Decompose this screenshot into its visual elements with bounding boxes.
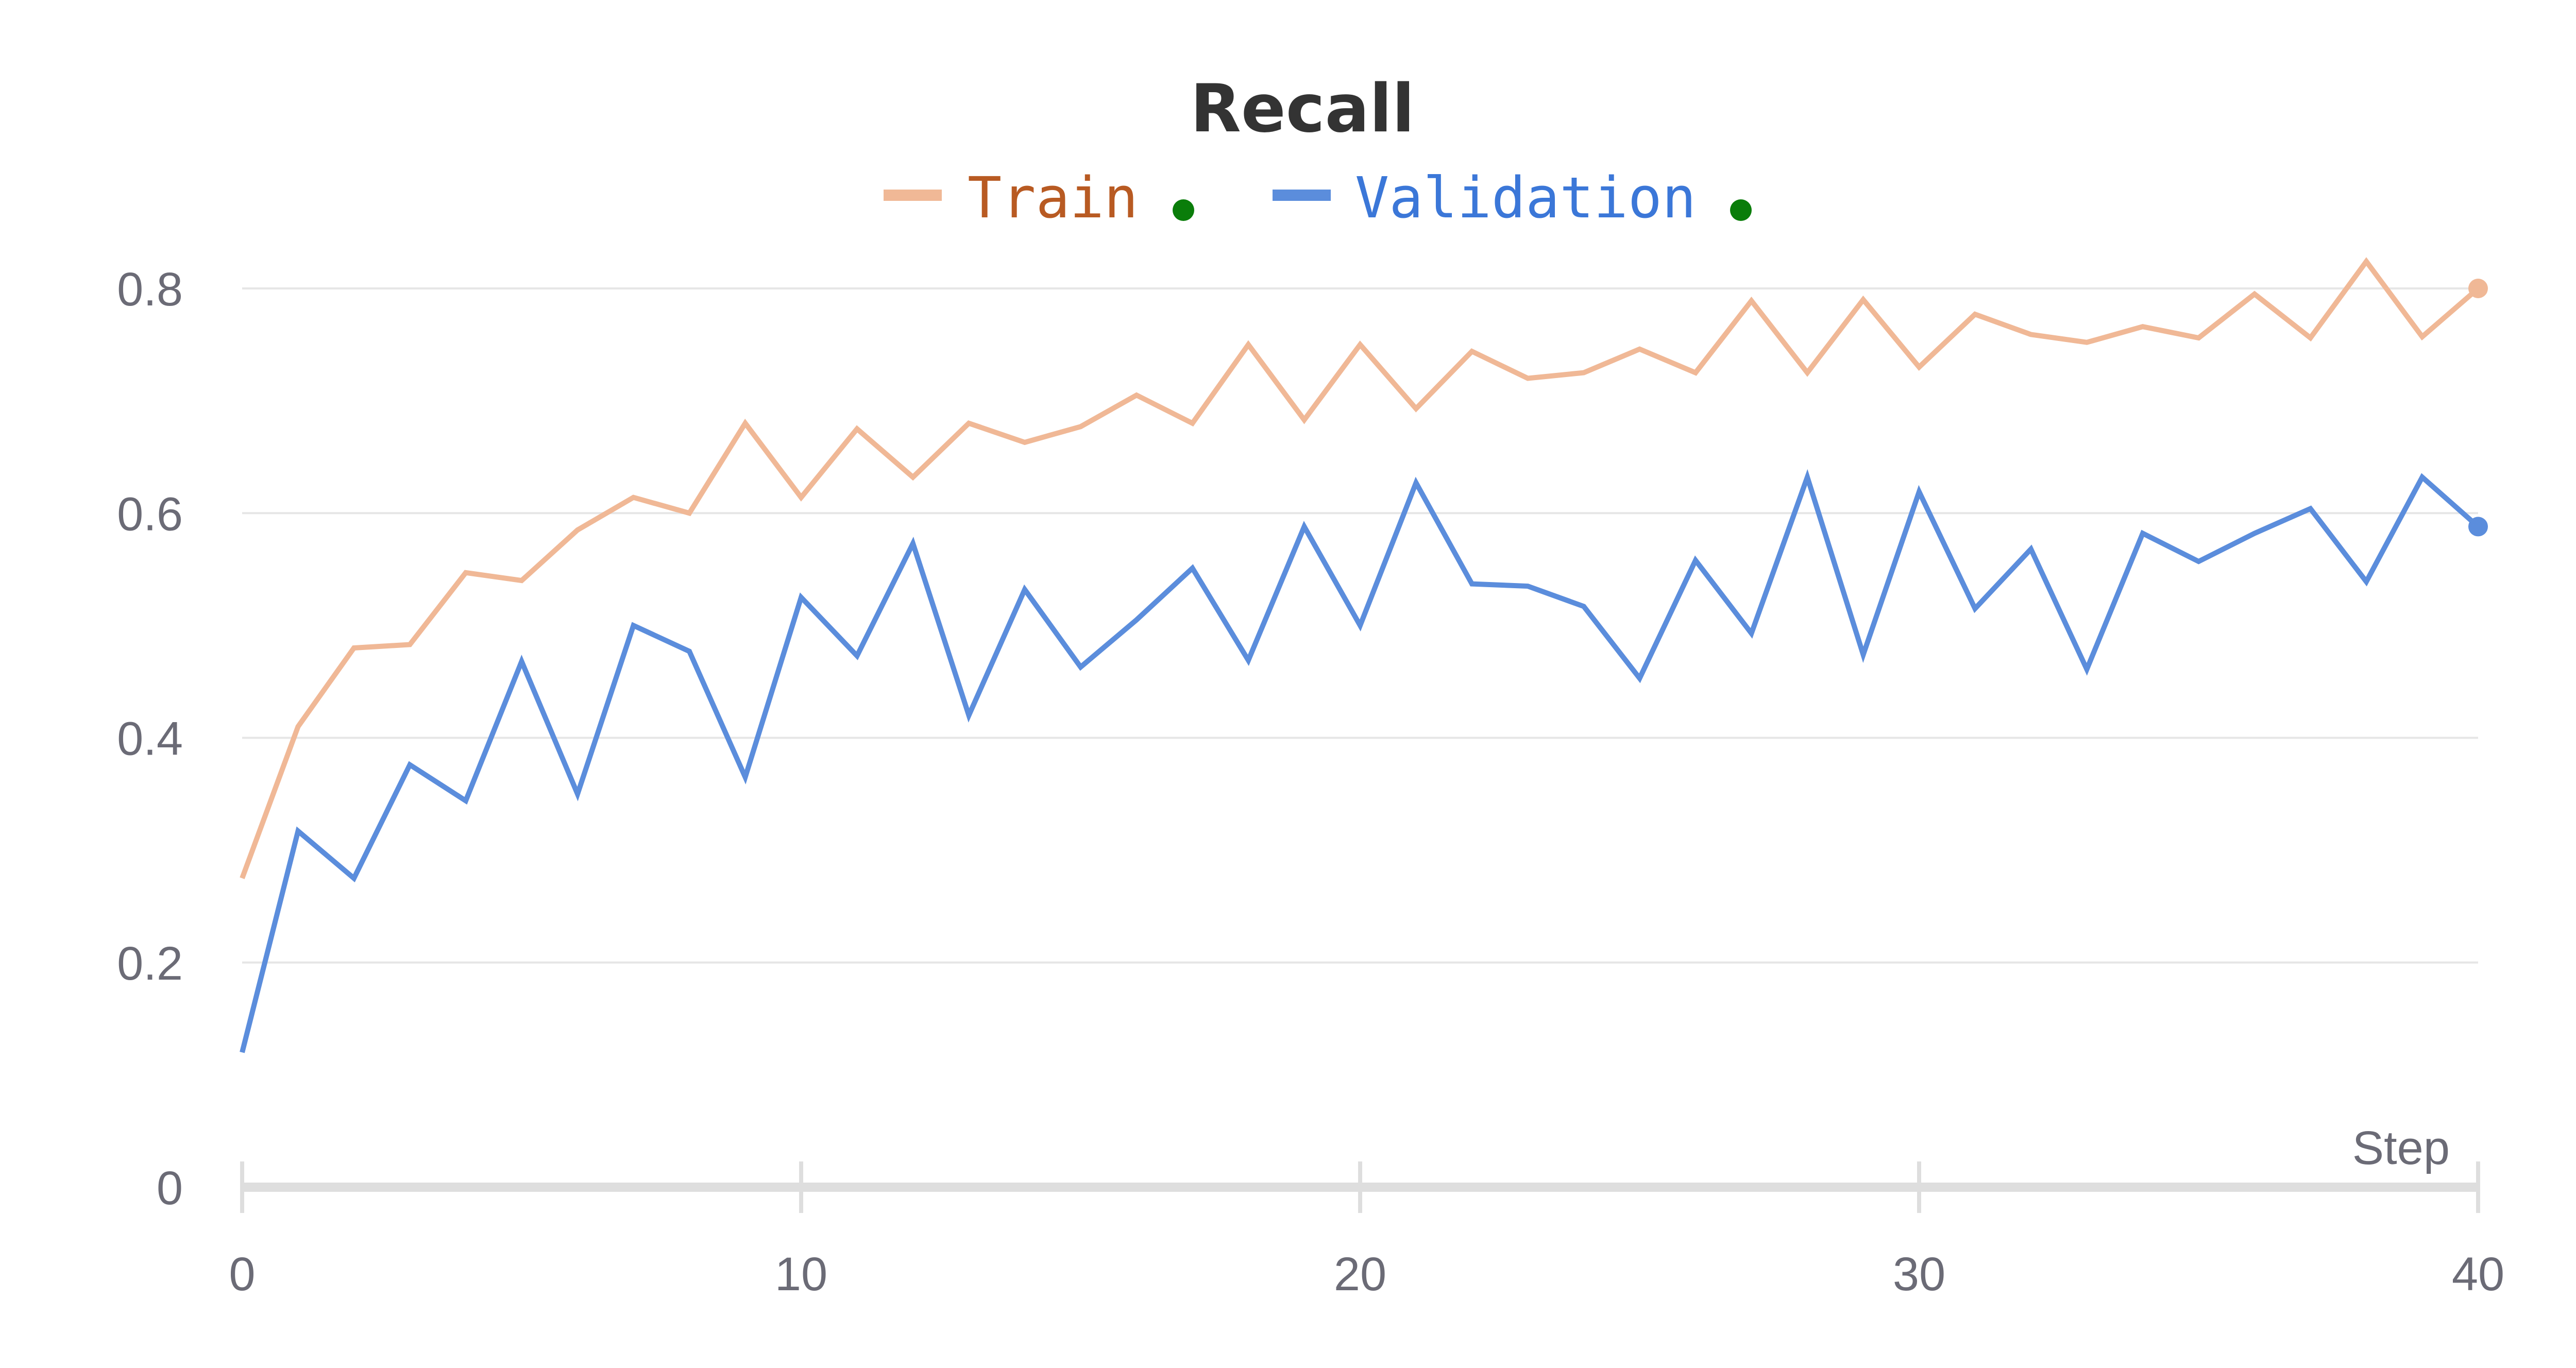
x-tick-label: 40 <box>2452 1248 2504 1301</box>
legend-item-validation[interactable]: Validation <box>1273 165 1752 231</box>
chart-legend: Train Validation <box>884 165 1752 231</box>
x-tick-label: 0 <box>229 1248 255 1301</box>
series-line-validation <box>240 469 2480 1053</box>
series-end-point-validation <box>2468 517 2488 537</box>
x-tick-label: 10 <box>775 1248 827 1301</box>
legend-label-validation: Validation <box>1355 165 1696 231</box>
y-tick-label: 0.4 <box>117 713 183 765</box>
y-tick-label: 0.6 <box>117 488 183 540</box>
x-tick-label: 20 <box>1334 1248 1386 1301</box>
x-tick-label: 30 <box>1893 1248 1945 1301</box>
x-axis: 0 10 20 30 40 <box>229 1161 2504 1301</box>
y-tick-label: 0.2 <box>117 937 183 990</box>
x-axis-label: Step <box>2352 1122 2450 1174</box>
y-tick-label: 0.8 <box>117 263 183 316</box>
series-line-train <box>240 257 2480 879</box>
gridlines <box>242 287 2478 964</box>
y-axis: 0 0.2 0.4 0.6 0.8 <box>117 263 183 1215</box>
status-dot-train <box>1173 199 1194 221</box>
legend-label-train: Train <box>968 165 1138 231</box>
legend-item-train[interactable]: Train <box>884 165 1194 231</box>
status-dot-validation <box>1730 199 1752 221</box>
series-end-point-train <box>2468 279 2488 298</box>
series-layer <box>240 257 2488 1053</box>
y-tick-label: 0 <box>157 1162 183 1215</box>
chart-title: Recall <box>1190 71 1414 147</box>
